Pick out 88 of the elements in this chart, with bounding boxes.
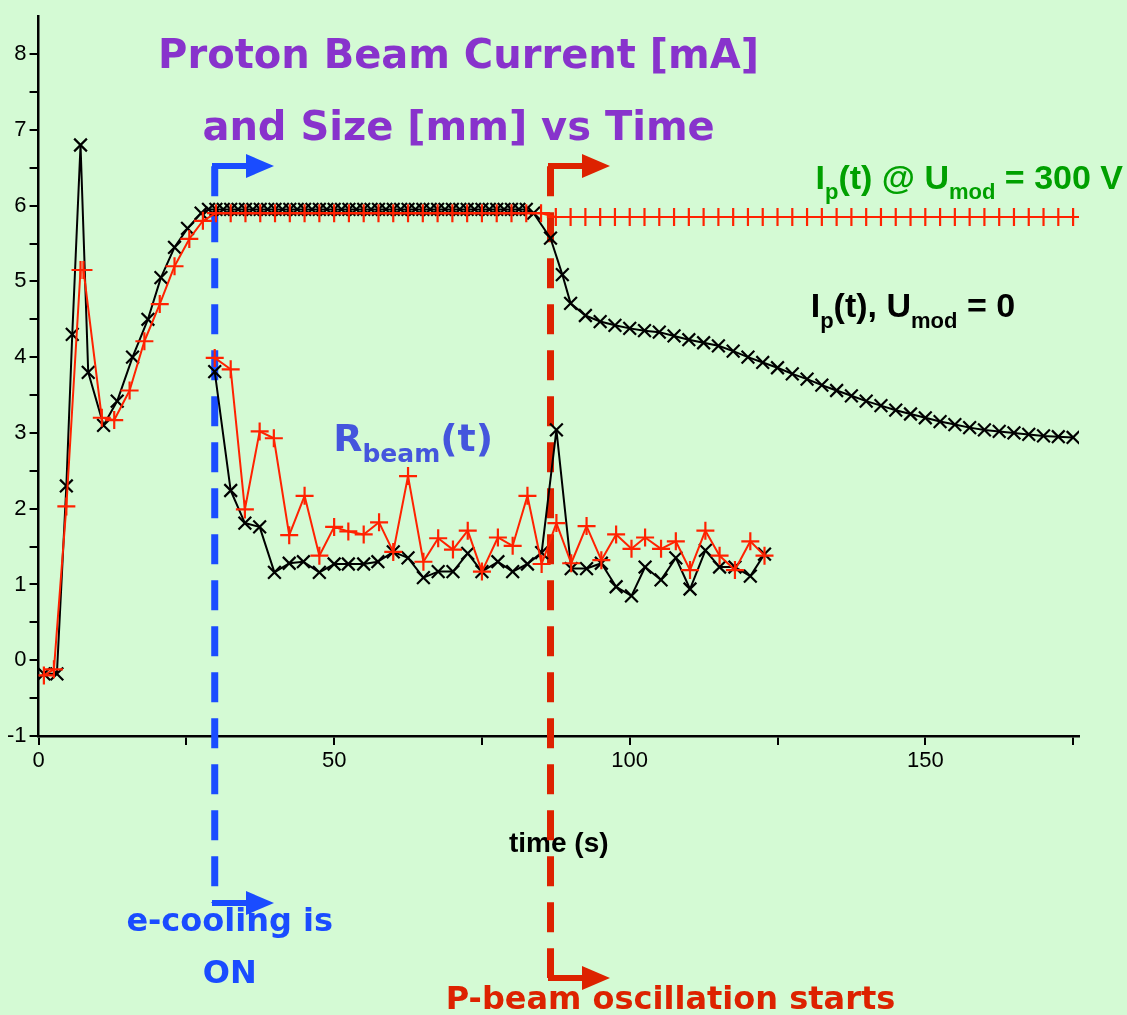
point	[400, 550, 416, 566]
ref-line-label: P-beam oscillation starts	[445, 979, 896, 1015]
point	[445, 564, 461, 580]
point	[502, 535, 523, 556]
point	[682, 581, 698, 597]
y-tick-label: 1	[14, 570, 27, 596]
point	[353, 524, 374, 545]
point	[415, 570, 431, 586]
y-tick-label: 2	[14, 494, 27, 520]
point	[668, 550, 684, 566]
point	[490, 554, 506, 570]
point	[593, 555, 609, 571]
point	[338, 521, 359, 542]
x-tick-label: 100	[611, 747, 649, 773]
y-tick-label: 3	[14, 418, 27, 444]
point	[413, 551, 434, 572]
point	[519, 556, 535, 572]
point	[742, 568, 758, 584]
point	[548, 422, 564, 438]
point	[234, 499, 255, 520]
point	[356, 556, 372, 572]
point	[624, 588, 639, 604]
point	[727, 559, 743, 575]
point	[724, 559, 746, 581]
x-axis-title: time (s)	[508, 826, 609, 858]
point	[695, 520, 716, 541]
point	[591, 550, 612, 571]
ref-line-label: e-cooling is ON	[126, 901, 334, 991]
x-tick-label: 150	[906, 747, 944, 773]
x-tick-label: 50	[321, 747, 347, 773]
y-tick-label: 0	[14, 646, 27, 672]
point	[397, 466, 419, 487]
y-tick-label: 5	[14, 267, 27, 293]
point	[340, 556, 356, 572]
point	[561, 553, 582, 574]
point	[281, 555, 297, 571]
point	[309, 545, 330, 566]
point	[220, 359, 241, 380]
x-tick-label: 0	[32, 747, 45, 773]
point	[712, 559, 728, 575]
point	[517, 485, 538, 506]
point	[430, 564, 446, 580]
y-tick-label: 7	[14, 115, 27, 141]
point	[653, 572, 669, 588]
point	[679, 559, 701, 581]
point	[697, 542, 713, 558]
point	[295, 554, 311, 570]
point	[368, 512, 390, 533]
point	[606, 524, 627, 545]
point	[665, 531, 686, 552]
point	[534, 545, 550, 561]
point	[546, 512, 567, 534]
point	[637, 559, 653, 575]
point	[266, 564, 282, 580]
point	[579, 561, 595, 577]
point	[621, 538, 642, 559]
point	[460, 545, 476, 561]
y-tick-label: 8	[14, 40, 27, 66]
point	[263, 428, 284, 449]
point	[457, 520, 478, 541]
point	[709, 545, 730, 566]
point	[204, 347, 225, 369]
point	[249, 421, 270, 442]
point	[370, 554, 386, 570]
point	[442, 539, 464, 560]
point	[294, 485, 315, 506]
y-tick-label: 4	[14, 343, 27, 369]
point	[531, 553, 552, 575]
point	[487, 527, 508, 548]
point	[279, 525, 300, 546]
point	[608, 579, 624, 595]
text: Proton Beam Current [mA] and Size [mm] vs Time	[158, 31, 760, 150]
point	[223, 483, 239, 498]
point	[740, 531, 761, 552]
point	[207, 364, 223, 380]
point	[650, 538, 672, 559]
point	[237, 515, 253, 531]
point	[505, 564, 521, 580]
y-tick-label: -1	[7, 722, 27, 748]
point	[428, 528, 449, 549]
point	[311, 564, 327, 580]
point	[563, 561, 579, 577]
point	[324, 516, 345, 537]
point	[634, 527, 656, 548]
point	[326, 556, 342, 572]
point	[252, 519, 268, 535]
y-tick-label: 6	[14, 191, 27, 217]
point	[576, 516, 597, 537]
